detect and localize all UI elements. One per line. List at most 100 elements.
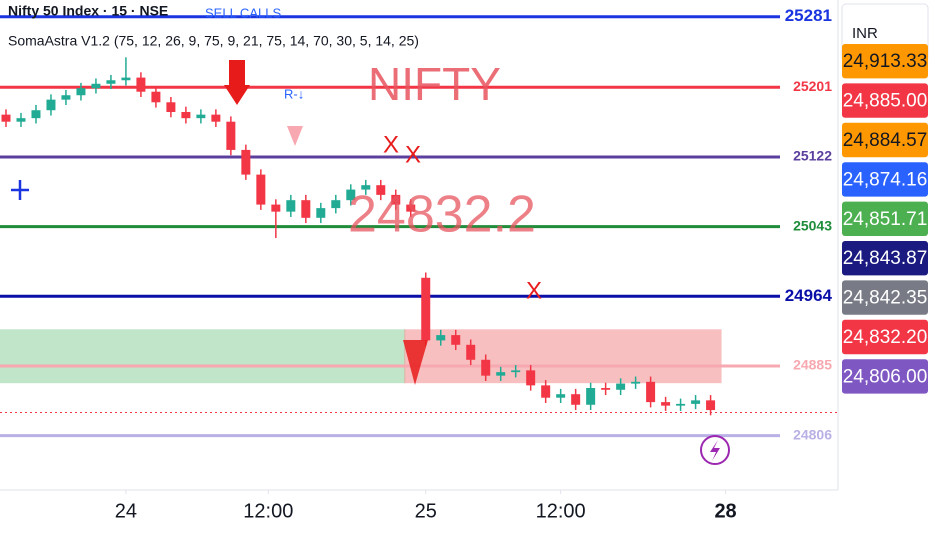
candle-body [616,383,626,390]
candle-body [526,370,536,386]
plot-area: 25281 25201 25122 25043 24964 24885 24806 [0,6,838,446]
x-tick-label: 24 [115,500,137,522]
candle-body [181,111,191,119]
candle-body [436,335,446,341]
candle-body [226,121,236,150]
candle-body [271,204,281,212]
marker-cross [11,180,29,200]
candle-body [631,381,641,384]
price-badge-label: 24,913.33 [843,51,928,72]
level-label-bg [780,355,836,376]
candle-body [1,114,11,122]
candle-body [121,77,131,81]
x-tick-label: 12:00 [536,500,586,522]
candle-body [151,91,161,103]
candle-body [166,102,176,112]
zone [404,329,722,384]
indicator-label: SomaAstra V1.2 (75, 12, 26, 9, 75, 9, 21… [8,33,419,49]
candle-body [691,400,701,404]
candle-body [676,403,686,406]
level-label-bg [780,146,836,167]
candle-body [541,385,551,398]
price-badge [842,44,928,79]
level-label-bg [780,286,836,307]
candle-body [211,114,221,122]
candle-body [136,77,146,92]
candle-body [661,402,671,406]
annotation: X [526,277,542,304]
candle-body [46,99,56,111]
candle-body [406,204,416,212]
candle-body [391,194,401,205]
y-tick-label: 24885 [793,357,832,373]
candle-body [286,200,296,212]
price-badge [842,241,928,276]
candle-body [511,370,521,373]
price-badge-label: 24,842.35 [843,288,928,309]
y-tick-label: 25122 [793,148,832,164]
sell-arrow [224,60,250,105]
y-tick-label: 24806 [793,426,832,442]
candle-body [331,200,341,209]
level-label-bg [780,6,836,27]
price-badge [842,280,928,315]
y-tick-label: 25281 [785,6,832,25]
candle-body [301,200,311,218]
candle-body [76,88,86,96]
chart-title: Nifty 50 Index · 15 · NSE [8,3,168,19]
candle-body [586,388,596,405]
candle-body [256,174,266,205]
candle-body [481,359,491,376]
price-badge-label: 24,884.57 [843,130,928,151]
candle-body [316,208,326,218]
y-tick-label: 24964 [785,286,833,305]
candle-body [421,277,431,341]
annotation: X [405,141,421,168]
candle-body [31,110,41,119]
level-label-bg [780,216,836,237]
x-tick-label: 12:00 [243,500,293,522]
y-tick-label: 25043 [793,217,832,233]
candle-body [496,372,506,376]
alert-bolt [710,440,720,461]
candle-body [376,185,386,195]
price-badge [842,122,928,158]
candle-body [16,118,26,122]
signal-triangle [403,340,428,385]
candle-body [346,189,356,201]
candle-body [361,185,371,190]
candle-body [451,335,461,345]
candle-body [706,400,716,411]
candle-body [571,394,581,405]
annotation: X [383,131,399,158]
signal-triangle [287,126,303,146]
price-badge-label: 24,874.16 [843,169,928,190]
candle-body [601,388,611,390]
candle-body [646,381,656,403]
currency: INR [852,25,878,42]
x-tick-label: 25 [415,500,437,522]
annotation: NIFTY [368,58,501,110]
price-badge-label: 24,843.87 [843,248,928,269]
candle-body [241,149,251,175]
y-tick-label: 25201 [793,78,832,94]
annotation: SELL CALLS [205,5,281,20]
price-badge-label: 24,832.20 [843,327,928,348]
candle-body [466,344,476,360]
level-label-bg [780,425,836,446]
price-badge [842,83,928,118]
price-badge [842,359,928,394]
price-badge [842,201,928,236]
price-badge-label: 24,851.71 [843,209,928,230]
price-badge-label: 24,806.00 [843,366,928,387]
level-label-bg [780,77,836,98]
price-badge [842,162,928,197]
candle-body [61,95,71,100]
annotation: R-↓ [284,86,304,101]
price-badge [842,319,928,355]
x-tick-label: 28 [714,500,736,522]
candle-body [91,83,101,89]
alert-icon [700,435,730,465]
